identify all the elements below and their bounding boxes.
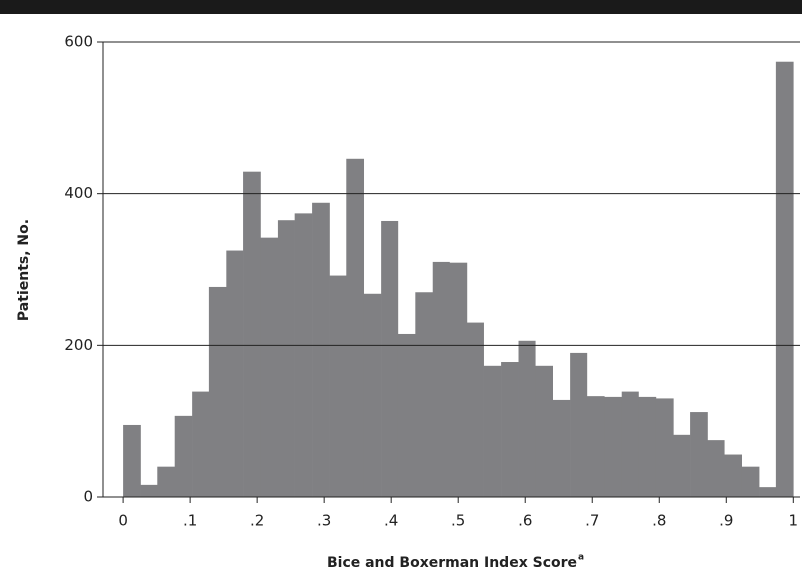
bar xyxy=(621,391,639,497)
bar xyxy=(346,158,365,498)
bar xyxy=(690,412,708,497)
y-tick-label: 600 xyxy=(64,33,93,51)
x-axis-title-note: a xyxy=(578,553,584,563)
x-tick-label: .6 xyxy=(518,512,532,530)
bar xyxy=(741,466,760,497)
bar xyxy=(707,440,725,497)
x-tick-label: .8 xyxy=(652,512,666,530)
x-tick-label: .1 xyxy=(183,512,197,530)
y-tick-label: 400 xyxy=(64,184,93,202)
bar xyxy=(329,275,347,497)
bar xyxy=(397,333,416,497)
bar xyxy=(466,322,484,497)
bar xyxy=(226,250,244,497)
bar xyxy=(724,454,742,497)
bar xyxy=(483,365,502,497)
x-tick-label: .2 xyxy=(250,512,264,530)
bar xyxy=(432,261,450,497)
x-tick-label: .5 xyxy=(451,512,465,530)
bar xyxy=(655,398,674,497)
x-tick-label: .3 xyxy=(317,512,331,530)
x-tick-label: .4 xyxy=(384,512,398,530)
x-tick-label: 0 xyxy=(118,512,128,530)
bar xyxy=(673,434,691,497)
x-tick-label: 1 xyxy=(789,512,799,530)
bar xyxy=(140,484,158,497)
bar xyxy=(535,365,553,497)
bar xyxy=(759,487,777,497)
bar xyxy=(277,220,295,498)
y-axis-title: Patients, No. xyxy=(16,219,32,321)
bar xyxy=(123,424,141,497)
bar xyxy=(501,362,519,497)
bar xyxy=(586,396,605,497)
bar xyxy=(192,391,210,497)
bar xyxy=(157,466,176,497)
bar xyxy=(312,202,330,497)
bar xyxy=(604,396,623,497)
bar xyxy=(449,262,468,497)
bar xyxy=(174,415,193,497)
bar xyxy=(381,220,399,497)
bar xyxy=(294,213,313,497)
bar xyxy=(260,237,279,497)
bar xyxy=(638,396,657,497)
bar xyxy=(552,399,571,497)
x-tick-label: .9 xyxy=(719,512,733,530)
x-axis-title: Bice and Boxerman Index Score xyxy=(327,555,577,571)
x-tick-label: .7 xyxy=(585,512,599,530)
bar xyxy=(243,171,261,498)
bar xyxy=(363,293,382,497)
bar xyxy=(415,292,434,497)
bar xyxy=(208,286,227,497)
y-tick-label: 200 xyxy=(64,336,93,354)
bar xyxy=(570,352,588,497)
bar xyxy=(518,340,536,497)
bar xyxy=(775,61,794,497)
header-band xyxy=(0,0,802,14)
y-tick-label: 0 xyxy=(83,488,93,506)
